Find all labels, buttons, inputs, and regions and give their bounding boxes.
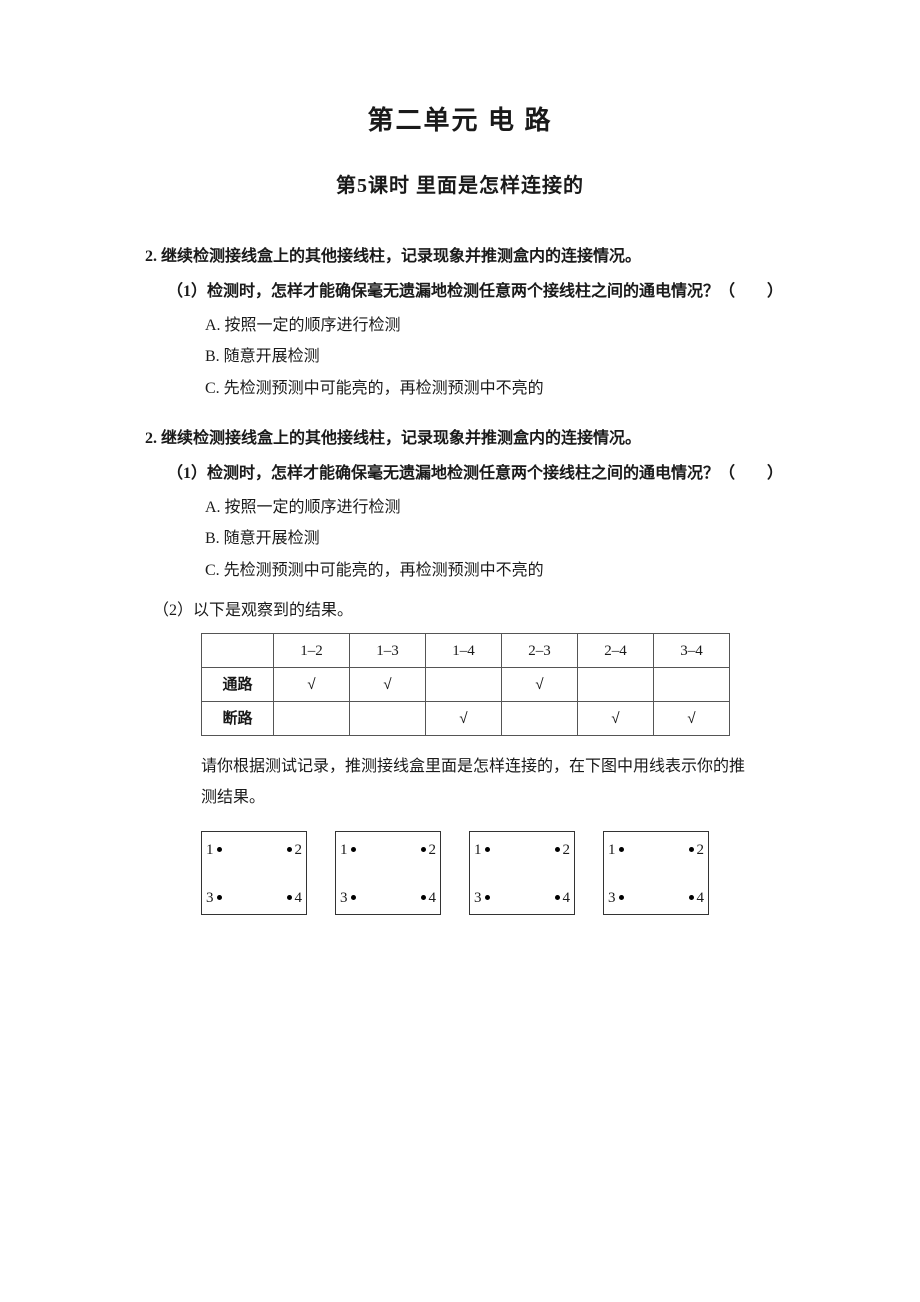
diagram-row: 1 2 3 4 1 2 3 4 1 2 3 4 1 2 3 4 [201,831,775,915]
option-a-repeat: A. 按照一定的顺序进行检测 [205,495,775,521]
dot-icon [217,847,222,852]
option-b-repeat: B. 随意开展检测 [205,526,775,552]
dot-icon [421,895,426,900]
table-cell [654,668,730,702]
unit-title: 第二单元 电 路 [145,100,775,142]
node-4: 4 [555,886,571,910]
row-label: 断路 [202,702,274,736]
dot-icon [485,847,490,852]
table-header: 1–2 [274,634,350,668]
results-table: 1–2 1–3 1–4 2–3 2–4 3–4 通路 √ √ √ 断路 √ √ … [201,633,730,736]
question-2-1-repeat: （1）检测时，怎样才能确保毫无遗漏地检测任意两个接线柱之间的通电情况？（ ） [167,461,775,487]
node-4: 4 [689,886,705,910]
option-a: A. 按照一定的顺序进行检测 [205,313,775,339]
question-2-1: （1）检测时，怎样才能确保毫无遗漏地检测任意两个接线柱之间的通电情况？（ ） [167,279,775,305]
dot-icon [485,895,490,900]
node-3: 3 [608,886,624,910]
dot-icon [421,847,426,852]
dot-icon [689,847,694,852]
dot-icon [287,895,292,900]
node-4: 4 [287,886,303,910]
dot-icon [619,895,624,900]
table-cell [350,702,426,736]
dot-icon [619,847,624,852]
dot-icon [351,895,356,900]
node-2: 2 [689,838,705,862]
option-b: B. 随意开展检测 [205,344,775,370]
node-3: 3 [206,886,222,910]
table-header: 1–4 [426,634,502,668]
table-cell: √ [502,668,578,702]
table-row: 通路 √ √ √ [202,668,730,702]
results-label: （2）以下是观察到的结果。 [153,598,775,624]
node-1: 1 [340,838,356,862]
diagram-box: 1 2 3 4 [469,831,575,915]
table-header: 1–3 [350,634,426,668]
node-3: 3 [474,886,490,910]
dot-icon [287,847,292,852]
dot-icon [217,895,222,900]
node-2: 2 [421,838,437,862]
node-3: 3 [340,886,356,910]
table-cell: √ [274,668,350,702]
table-header: 3–4 [654,634,730,668]
table-cell [578,668,654,702]
question-2-main: 2. 继续检测接线盒上的其他接线柱，记录现象并推测盒内的连接情况。 [145,244,775,270]
table-cell [502,702,578,736]
node-1: 1 [206,838,222,862]
dot-icon [689,895,694,900]
diagram-box: 1 2 3 4 [201,831,307,915]
table-row: 断路 √ √ √ [202,702,730,736]
table-header: 2–3 [502,634,578,668]
node-1: 1 [608,838,624,862]
row-label: 通路 [202,668,274,702]
instruction-text: 请你根据测试记录，推测接线盒里面是怎样连接的，在下图中用线表示你的推测结果。 [201,752,755,813]
table-cell [274,702,350,736]
diagram-box: 1 2 3 4 [603,831,709,915]
question-2-main-repeat: 2. 继续检测接线盒上的其他接线柱，记录现象并推测盒内的连接情况。 [145,426,775,452]
table-header [202,634,274,668]
table-cell: √ [426,702,502,736]
table-cell: √ [654,702,730,736]
table-cell [426,668,502,702]
dot-icon [555,847,560,852]
node-2: 2 [555,838,571,862]
dot-icon [555,895,560,900]
lesson-title: 第5课时 里面是怎样连接的 [145,170,775,202]
dot-icon [351,847,356,852]
option-c: C. 先检测预测中可能亮的，再检测预测中不亮的 [205,376,775,402]
diagram-box: 1 2 3 4 [335,831,441,915]
option-c-repeat: C. 先检测预测中可能亮的，再检测预测中不亮的 [205,558,775,584]
node-4: 4 [421,886,437,910]
node-2: 2 [287,838,303,862]
table-header: 2–4 [578,634,654,668]
node-1: 1 [474,838,490,862]
table-header-row: 1–2 1–3 1–4 2–3 2–4 3–4 [202,634,730,668]
table-cell: √ [578,702,654,736]
table-cell: √ [350,668,426,702]
